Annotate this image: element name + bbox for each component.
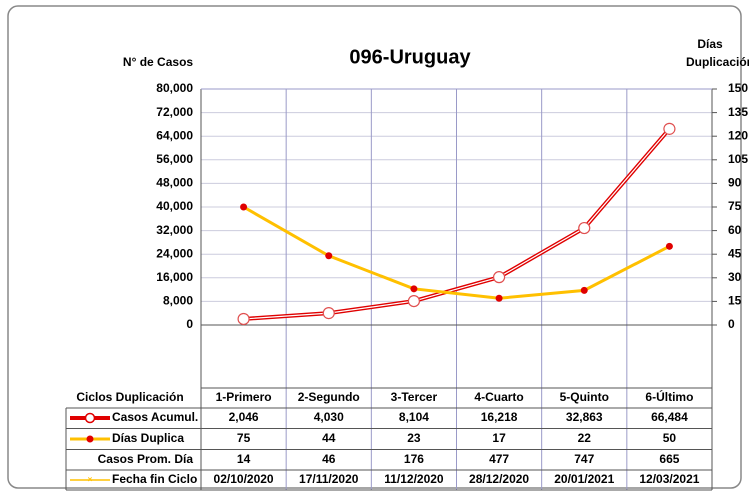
marker [495,294,503,302]
y2-tick-label: 150 [728,81,748,95]
y-tick-label: 80,000 [156,81,193,95]
marker [410,285,418,293]
table-cell: 50 [663,431,677,445]
table-cell: 4,030 [314,410,344,424]
y-tick-label: 48,000 [156,176,193,190]
y2-tick-label: 90 [728,176,742,190]
marker [240,203,248,211]
y-axis-title: N° de Casos [123,55,193,69]
y2-tick-label: 45 [728,246,742,260]
table-cell: 02/10/2020 [214,472,274,486]
y-tick-label: 0 [186,317,193,331]
y2-tick-label: 75 [728,199,742,213]
marker [578,221,591,235]
table-cell: 32,863 [566,410,603,424]
y2-tick-label: 135 [728,105,748,119]
table-header: Ciclos Duplicación [76,390,183,404]
y2-tick-label: 0 [728,317,735,331]
table-cell: 66,484 [651,410,688,424]
y2-tick-label: 30 [728,270,742,284]
marker [665,242,673,250]
table-cell: 46 [322,452,336,466]
x-tick-label: 1-Primero [216,390,272,404]
y-tick-label: 32,000 [156,223,193,237]
line-series [242,205,671,300]
table-row-label: Casos Prom. Día [98,452,194,466]
legend-marker: × [88,475,93,484]
marker [325,252,333,260]
y2-axis-title: Días [697,37,723,51]
x-tick-label: 3-Tercer [391,390,438,404]
marker [580,286,588,294]
marker [663,122,676,135]
table-cell: 747 [574,452,594,466]
y-tick-label: 40,000 [156,199,193,213]
table-cell: 28/12/2020 [469,472,529,486]
table-cell: 17/11/2020 [299,472,359,486]
y-tick-label: 56,000 [156,152,193,166]
table-cell: 23 [407,431,421,445]
marker [492,271,506,284]
y-tick-label: 64,000 [156,128,193,142]
table-cell: 22 [578,431,592,445]
y2-tick-label: 105 [728,152,748,166]
table-row-label: Fecha fin Ciclo [112,472,197,486]
legend-label: Días Duplica [112,431,184,445]
x-tick-label: 6-Último [645,389,693,404]
table-cell: 12/03/2021 [639,472,699,486]
legend-marker [86,435,94,443]
table-cell: 11/12/2020 [384,472,444,486]
x-tick-label: 2-Segundo [298,390,360,404]
table-cell: 16,218 [481,410,518,424]
table-cell: 477 [489,452,509,466]
frame [7,5,742,489]
y2-tick-label: 15 [728,294,742,308]
x-tick-label: 5-Quinto [560,390,609,404]
legend-label: Casos Acumul. [112,410,198,424]
line-series-inner [243,128,670,320]
y-tick-label: 72,000 [156,105,193,119]
table-cell: 665 [659,452,679,466]
y-tick-label: 16,000 [156,270,193,284]
chart-title: 096-Uruguay [349,46,471,68]
y-tick-label: 24,000 [156,246,193,260]
table-cell: 2,046 [229,410,259,424]
table-cell: 75 [237,431,251,445]
table-cell: 8,104 [399,410,429,424]
marker [322,307,335,320]
x-tick-label: 4-Cuarto [474,390,523,404]
y2-tick-label: 120 [728,128,748,142]
y2-axis-title: Duplicación [686,55,749,69]
y2-tick-label: 60 [728,223,742,237]
y-tick-label: 8,000 [163,294,193,308]
table-cell: 14 [237,452,251,466]
legend-marker [84,412,96,424]
marker [237,312,250,326]
table-cell: 20/01/2021 [554,472,614,486]
table-cell: 44 [322,431,336,445]
table-cell: 176 [404,452,424,466]
table-cell: 17 [492,431,506,445]
marker [407,294,421,308]
